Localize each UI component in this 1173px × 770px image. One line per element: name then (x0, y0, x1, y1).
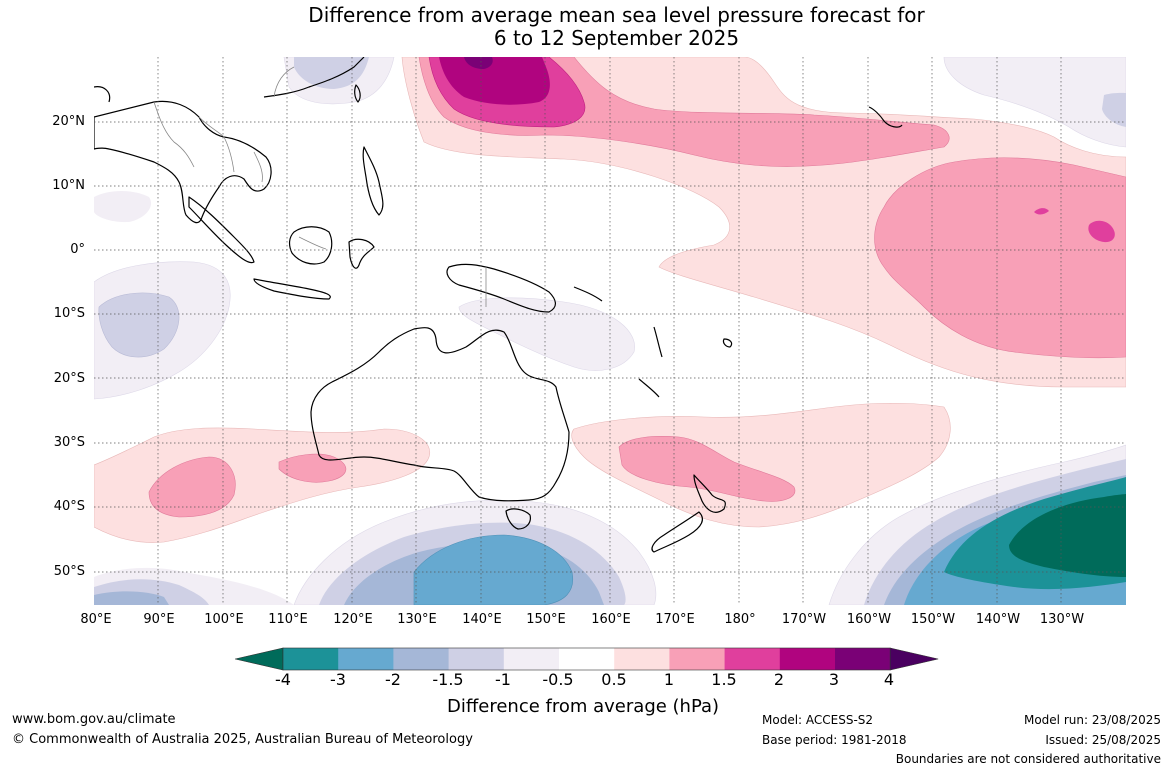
legend-tick: -3 (330, 670, 346, 689)
negative-anomaly-south (94, 444, 1126, 605)
negative-anomaly-indian-ocean (94, 261, 635, 400)
lat-label-10n: 10°N (52, 178, 85, 193)
colorbar-cells (235, 647, 939, 671)
legend-tick: -1 (495, 670, 511, 689)
legend-tick: 3 (828, 670, 840, 689)
model-text: Model: ACCESS-S2 (762, 713, 874, 727)
legend-tick: 0.5 (601, 670, 627, 689)
colorbar-cell (559, 648, 615, 670)
new-zealand-north-outline (693, 474, 726, 513)
lon-label-100e: 100°E (204, 612, 244, 627)
legend-tick: -4 (275, 670, 291, 689)
colorbar-cell (283, 648, 339, 670)
lon-label-140e: 140°E (462, 612, 502, 627)
lon-label-170w: 170°W (781, 612, 827, 627)
lon-label-130e: 130°E (397, 612, 437, 627)
philippines-outline (362, 146, 384, 216)
lat-label-0: 0° (70, 242, 85, 257)
website-link[interactable]: www.bom.gov.au/climate (12, 712, 176, 727)
lon-label-160w: 160°W (846, 612, 892, 627)
colorbar-border (282, 647, 891, 671)
lon-label-140w: 140°W (975, 612, 1021, 627)
new-zealand-south-outline (651, 511, 703, 553)
lon-label-150w: 150°W (910, 612, 956, 627)
map-title: Difference from average mean sea level p… (0, 4, 1173, 50)
colorbar-cell (614, 648, 670, 670)
positive-anomaly-south (94, 402, 951, 543)
hawaii-outline (868, 106, 903, 128)
legend-tick: -1.5 (432, 670, 464, 689)
model-run-text: Model run: 23/08/2025 (1023, 713, 1161, 727)
solomon-islands-outline (573, 286, 603, 302)
disclaimer-text: Boundaries are not considered authoritat… (895, 752, 1161, 766)
china-coast-outline (263, 57, 365, 98)
se-asia-mainland-outline (94, 100, 272, 224)
colorbar-cell (393, 648, 450, 670)
new-caledonia-outline (638, 378, 660, 398)
legend-tick: -0.5 (542, 670, 574, 689)
lat-label-20n: 20°N (52, 114, 85, 129)
australia-outline (310, 326, 570, 502)
colorbar-extend-high (889, 647, 939, 671)
lon-label-90e: 90°E (143, 612, 175, 627)
vanuatu-outline (653, 326, 663, 358)
colorbar-cell (338, 648, 394, 670)
lat-label-20s: 20°S (53, 371, 85, 386)
lon-label-150e: 150°E (526, 612, 566, 627)
lon-label-110e: 110°E (268, 612, 308, 627)
country-borders (153, 66, 487, 307)
coastlines (94, 57, 903, 553)
colorbar-cell (448, 648, 505, 670)
pressure-anomaly-map (94, 57, 1126, 605)
lon-label-180: 180° (724, 612, 756, 627)
legend-tick: 4 (883, 670, 895, 689)
colorbar-cell (779, 648, 836, 670)
sumatra-outline (188, 196, 255, 264)
legend-tick: -2 (385, 670, 401, 689)
colorbar-extend-low (235, 647, 284, 671)
title-line-2: 6 to 12 September 2025 (493, 26, 740, 50)
lon-label-130w: 130°W (1039, 612, 1085, 627)
lon-label-80e: 80°E (80, 612, 112, 627)
borneo-outline (288, 226, 333, 265)
lon-label-160e: 160°E (591, 612, 631, 627)
graticule (94, 57, 1126, 605)
lat-label-30s: 30°S (53, 435, 85, 450)
taiwan-outline (354, 84, 361, 103)
legend-tick: 1.5 (711, 670, 737, 689)
tasmania-outline (505, 508, 531, 530)
lat-label-50s: 50°S (53, 564, 85, 579)
fiji-outline (722, 338, 733, 348)
colorbar-cell (835, 648, 891, 670)
negative-anomaly-north (94, 57, 1126, 223)
positive-anomaly-north-pacific (401, 57, 1126, 388)
lon-label-120e: 120°E (333, 612, 373, 627)
legend-tick: 1 (663, 670, 675, 689)
map-canvas (94, 57, 1126, 605)
lat-label-10s: 10°S (53, 306, 85, 321)
colorbar-cell (669, 648, 726, 670)
sulawesi-outline (348, 238, 375, 269)
java-outline (253, 278, 331, 300)
colorbar-cell (724, 648, 781, 670)
lat-label-40s: 40°S (53, 499, 85, 514)
legend-colorbar (235, 647, 939, 671)
india-outline (94, 86, 111, 103)
new-guinea-outline (446, 263, 556, 313)
colorbar-cell (503, 648, 560, 670)
title-line-1: Difference from average mean sea level p… (308, 3, 925, 27)
legend-tick: 2 (773, 670, 785, 689)
legend-title: Difference from average (hPa) (447, 696, 720, 717)
base-period-text: Base period: 1981-2018 (762, 733, 907, 747)
copyright-text: © Commonwealth of Australia 2025, Austra… (12, 732, 473, 747)
lon-label-170e: 170°E (655, 612, 695, 627)
issued-text: Issued: 25/08/2025 (1045, 733, 1161, 747)
